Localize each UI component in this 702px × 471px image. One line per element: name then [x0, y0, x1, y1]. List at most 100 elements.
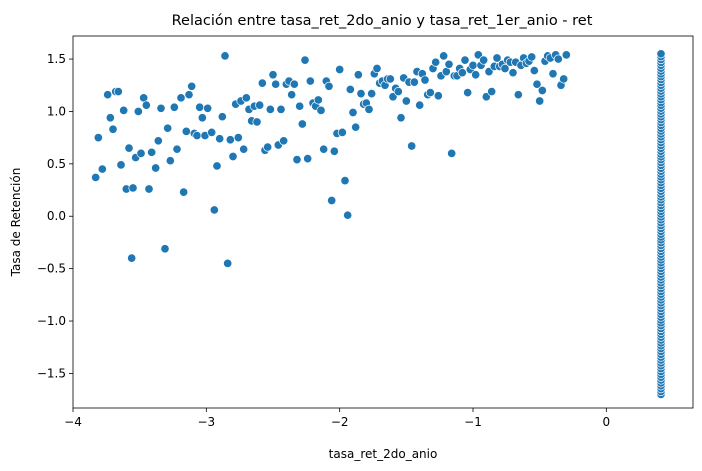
data-point-24	[160, 244, 170, 254]
data-point-37	[197, 113, 207, 123]
y-axis: −1.5 −1.0 −0.5 0.0 0.5 1.0 1.5	[37, 52, 73, 380]
data-point-13	[128, 183, 138, 193]
data-point-147	[492, 53, 502, 63]
data-point-63	[268, 70, 278, 80]
data-point-116	[409, 77, 419, 87]
data-point-107	[385, 74, 395, 84]
y-tick-label: 0.5	[47, 157, 66, 171]
y-tick-label: −1.5	[37, 366, 66, 380]
data-point-88	[335, 64, 345, 75]
data-point-2	[97, 164, 107, 174]
data-point-102	[372, 63, 382, 74]
data-point-77	[305, 76, 315, 86]
data-point-58	[255, 100, 265, 110]
data-point-18	[141, 100, 151, 110]
data-point-40	[207, 127, 217, 137]
data-point-33	[187, 81, 197, 91]
data-point-75	[300, 55, 310, 65]
data-point-161	[529, 66, 539, 76]
data-point-91	[343, 210, 353, 220]
x-tick-label: −3	[197, 415, 215, 429]
data-point-120	[420, 75, 430, 85]
data-point-52	[239, 144, 249, 154]
y-tick-label: 1.5	[47, 52, 66, 66]
data-point-118	[415, 100, 425, 110]
x-axis: −4 −3 −2 −1 0	[64, 408, 610, 429]
data-point-31	[181, 126, 191, 136]
data-point-115	[407, 141, 417, 151]
data-point-94	[351, 122, 361, 132]
chart-title: Relación entre tasa_ret_2do_anio y tasa_…	[172, 13, 593, 29]
data-point-62	[265, 104, 275, 114]
data-point-11	[124, 143, 134, 153]
y-tick-label: −1.0	[37, 314, 66, 328]
data-point-163	[535, 96, 545, 106]
data-point-82	[319, 144, 329, 154]
data-point-32	[184, 90, 194, 100]
data-point-48	[228, 151, 238, 162]
data-point-21	[151, 163, 161, 173]
data-point-89	[337, 127, 347, 137]
y-tick-label: −0.5	[37, 262, 66, 276]
data-point-20	[147, 147, 157, 157]
data-point-135	[460, 55, 470, 65]
data-point-12	[127, 253, 137, 263]
data-point-9	[119, 105, 129, 115]
x-tick-label: −4	[64, 415, 82, 429]
data-point-130	[447, 148, 457, 158]
data-point-35	[192, 131, 202, 141]
data-point-95	[353, 70, 363, 80]
data-point-93	[348, 107, 358, 118]
data-point-26	[165, 156, 175, 166]
data-point-57	[252, 117, 262, 127]
data-point-153	[508, 68, 518, 78]
data-point-124	[431, 57, 441, 67]
plot-background	[73, 36, 693, 408]
data-point-150	[500, 63, 510, 74]
x-tick-label: −2	[331, 415, 349, 429]
data-point-0	[91, 172, 101, 183]
data-point-76	[303, 154, 313, 164]
data-point-44	[217, 112, 227, 122]
data-point-72	[292, 155, 302, 165]
x-tick-label: 0	[603, 415, 611, 429]
data-point-53	[241, 93, 251, 103]
data-point-7	[113, 86, 123, 97]
data-point-19	[144, 184, 154, 194]
data-point-71	[289, 79, 299, 89]
data-point-43	[215, 134, 225, 144]
data-point-25	[163, 123, 173, 133]
data-point-15	[133, 106, 143, 116]
data-point-92	[345, 84, 355, 94]
data-point-172	[559, 74, 569, 84]
data-point-41	[209, 205, 219, 215]
data-point-160	[527, 52, 537, 62]
data-point-73	[295, 101, 305, 111]
data-point-42	[212, 161, 222, 171]
data-point-29	[176, 93, 186, 103]
data-point-80	[313, 95, 323, 105]
plot-frame	[72, 35, 694, 409]
data-point-134	[457, 68, 467, 78]
data-point-28	[172, 144, 182, 154]
data-point-8	[116, 160, 126, 170]
data-point-30	[179, 187, 189, 197]
data-point-23	[156, 103, 166, 113]
data-point-90	[340, 176, 350, 186]
data-point-59	[257, 78, 267, 88]
data-point-110	[393, 86, 403, 97]
data-point-155	[513, 90, 523, 100]
data-point-84	[324, 81, 334, 91]
data-point-113	[401, 96, 411, 106]
data-point-64	[271, 79, 281, 89]
data-points	[91, 49, 666, 399]
data-point-16	[136, 148, 146, 158]
data-point-85	[327, 195, 337, 206]
data-point-70	[287, 90, 297, 100]
data-point-61	[263, 142, 273, 152]
data-point-164	[537, 85, 547, 96]
data-point-46	[223, 258, 233, 268]
data-point-122	[425, 88, 435, 98]
data-point-45	[220, 51, 230, 61]
